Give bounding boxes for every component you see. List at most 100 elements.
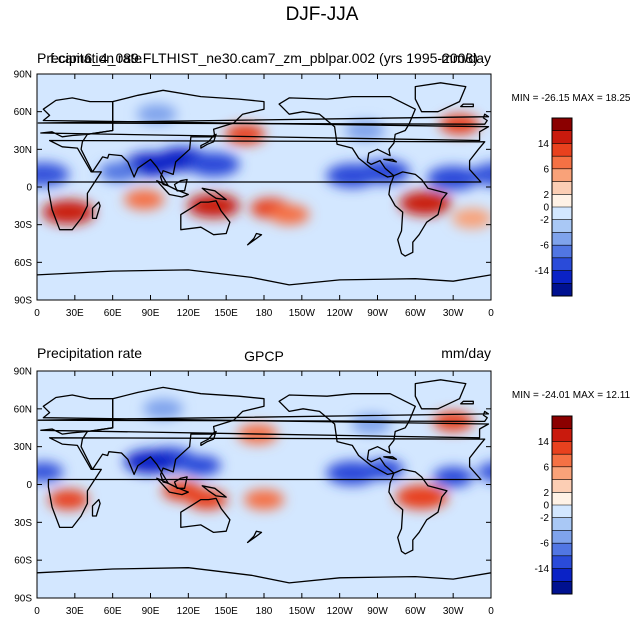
x-tick-label: 120E [177, 308, 201, 319]
anomaly-west-africa-dry [471, 162, 491, 187]
coast-australia [180, 497, 231, 534]
coast-greenland [414, 82, 467, 113]
y-tick-label: 90N [14, 367, 32, 378]
panel-bottom-colorbar: 14 6 2 0-2 -6 -14 [535, 415, 573, 595]
coast-antarctica [37, 274, 38, 276]
coast-africa [502, 438, 644, 528]
colorbar-swatch [552, 130, 572, 144]
anomaly-siberia-dry [143, 398, 184, 419]
coast-antarctica [37, 572, 38, 574]
colorbar-swatch [552, 555, 572, 569]
colorbar-swatch [552, 466, 572, 480]
anomaly-central-america-dry [363, 459, 404, 480]
y-tick-label: 0 [26, 480, 32, 491]
anomaly-central-america-dry [357, 159, 410, 184]
colorbar-swatch [552, 530, 572, 544]
anomaly-north-pacific-storm-track [225, 124, 266, 145]
coast-north-america [278, 393, 416, 476]
colorbar-swatch [552, 168, 572, 182]
coast-antarctica [37, 269, 491, 286]
x-tick-label: 60E [104, 606, 122, 617]
colorbar-swatch [552, 492, 572, 506]
colorbar-swatch [552, 194, 572, 208]
anomaly-atlantic-itcz-dry [433, 466, 474, 487]
colorbar-tick-label: 6 [543, 462, 549, 473]
x-tick-label: 60W [405, 606, 426, 617]
x-tick-label: 180 [256, 308, 273, 319]
x-tick-label: 90E [142, 606, 160, 617]
anomaly-south-america-wet [399, 191, 452, 216]
colorbar-tick-label: 14 [538, 437, 550, 448]
colorbar-tick-label: 2 [543, 190, 549, 201]
x-tick-label: 90E [142, 308, 160, 319]
anomaly-west-africa-dry [37, 461, 64, 482]
panel-bottom-left-string: Precipitation rate [37, 345, 142, 361]
coast-indonesia [611, 478, 643, 494]
panel-top-left-string: Precipitation rate [37, 50, 142, 66]
coast-south-america [388, 171, 448, 257]
y-tick-label: 0 [26, 183, 32, 194]
x-tick-label: 60W [405, 308, 426, 319]
coast-borneo [629, 180, 642, 191]
coast-australia [635, 498, 644, 532]
colorbar-swatch [552, 257, 572, 271]
coast-antarctica [37, 567, 491, 584]
anomaly-south-pacific-wet [269, 204, 310, 225]
x-tick-label: 0 [488, 606, 494, 617]
colorbar-swatch [552, 543, 572, 557]
coast-greenland [0, 380, 12, 409]
panel-bottom-center-string: GPCP [244, 348, 284, 364]
coast-asia [535, 90, 644, 185]
colorbar-tick-label: -2 [540, 215, 549, 226]
coast-north-america [278, 95, 416, 178]
coast-asia [535, 387, 644, 483]
coast-borneo [629, 477, 642, 488]
panel-bottom-coastlines [0, 379, 644, 584]
colorbar-swatch [552, 283, 572, 297]
coast-asia [80, 89, 265, 187]
figure-title: DJF-JJA [286, 4, 359, 25]
coast-indonesia [156, 477, 189, 496]
colorbar-swatch [552, 441, 572, 455]
coast-japan [200, 430, 217, 447]
colorbar-swatch [552, 428, 572, 442]
coast-africa [47, 139, 486, 231]
y-tick-label: 60N [14, 404, 32, 415]
colorbar-swatch [552, 505, 572, 519]
colorbar-swatch [552, 219, 572, 233]
colorbar-tick-label: 14 [538, 139, 550, 150]
anomaly-southern-africa-wet [42, 200, 95, 225]
x-tick-label: 0 [34, 606, 40, 617]
coast-australia [180, 200, 231, 236]
x-tick-label: 150E [214, 606, 238, 617]
panel-bottom: Precipitation rate GPCP mm/day 0 30E 60E 90… [0, 345, 644, 618]
x-tick-label: 60E [104, 308, 122, 319]
colorbar-tick-label: -6 [540, 241, 549, 252]
anomaly-siberia-dry [136, 104, 177, 125]
coast-europe [0, 98, 35, 141]
coast-madagascar [91, 498, 101, 517]
coast-africa [502, 141, 644, 230]
colorbar-swatch [552, 517, 572, 531]
anomaly-west-africa-dry [37, 162, 70, 187]
panel-top: Precipitation rate f.cam6_4_089.FLTHIST_… [0, 50, 644, 319]
anomaly-south-atlantic-wet [452, 208, 491, 229]
x-tick-label: 30W [443, 308, 464, 319]
colorbar-tick-label: -2 [540, 513, 549, 524]
colorbar-swatch [552, 416, 572, 430]
panel-bottom-axes: 0 30E 60E 90E 120E 150E 180 150W 120W 90W 60W 30W 09… [14, 367, 495, 618]
panel-bottom-right-string: mm/day [441, 345, 491, 361]
colorbar-swatch [552, 581, 572, 595]
x-tick-label: 0 [34, 308, 40, 319]
x-tick-label: 120W [327, 606, 354, 617]
anomaly-atlantic-itcz-dry [427, 166, 480, 191]
colorbar-swatch [552, 245, 572, 259]
coast-europe [40, 394, 490, 439]
coast-asia [80, 386, 265, 484]
x-tick-label: 150E [214, 308, 238, 319]
colorbar-swatch [552, 479, 572, 493]
coast-borneo [173, 476, 188, 489]
colorbar-swatch [552, 232, 572, 246]
colorbar-tick-label: -14 [535, 564, 550, 575]
